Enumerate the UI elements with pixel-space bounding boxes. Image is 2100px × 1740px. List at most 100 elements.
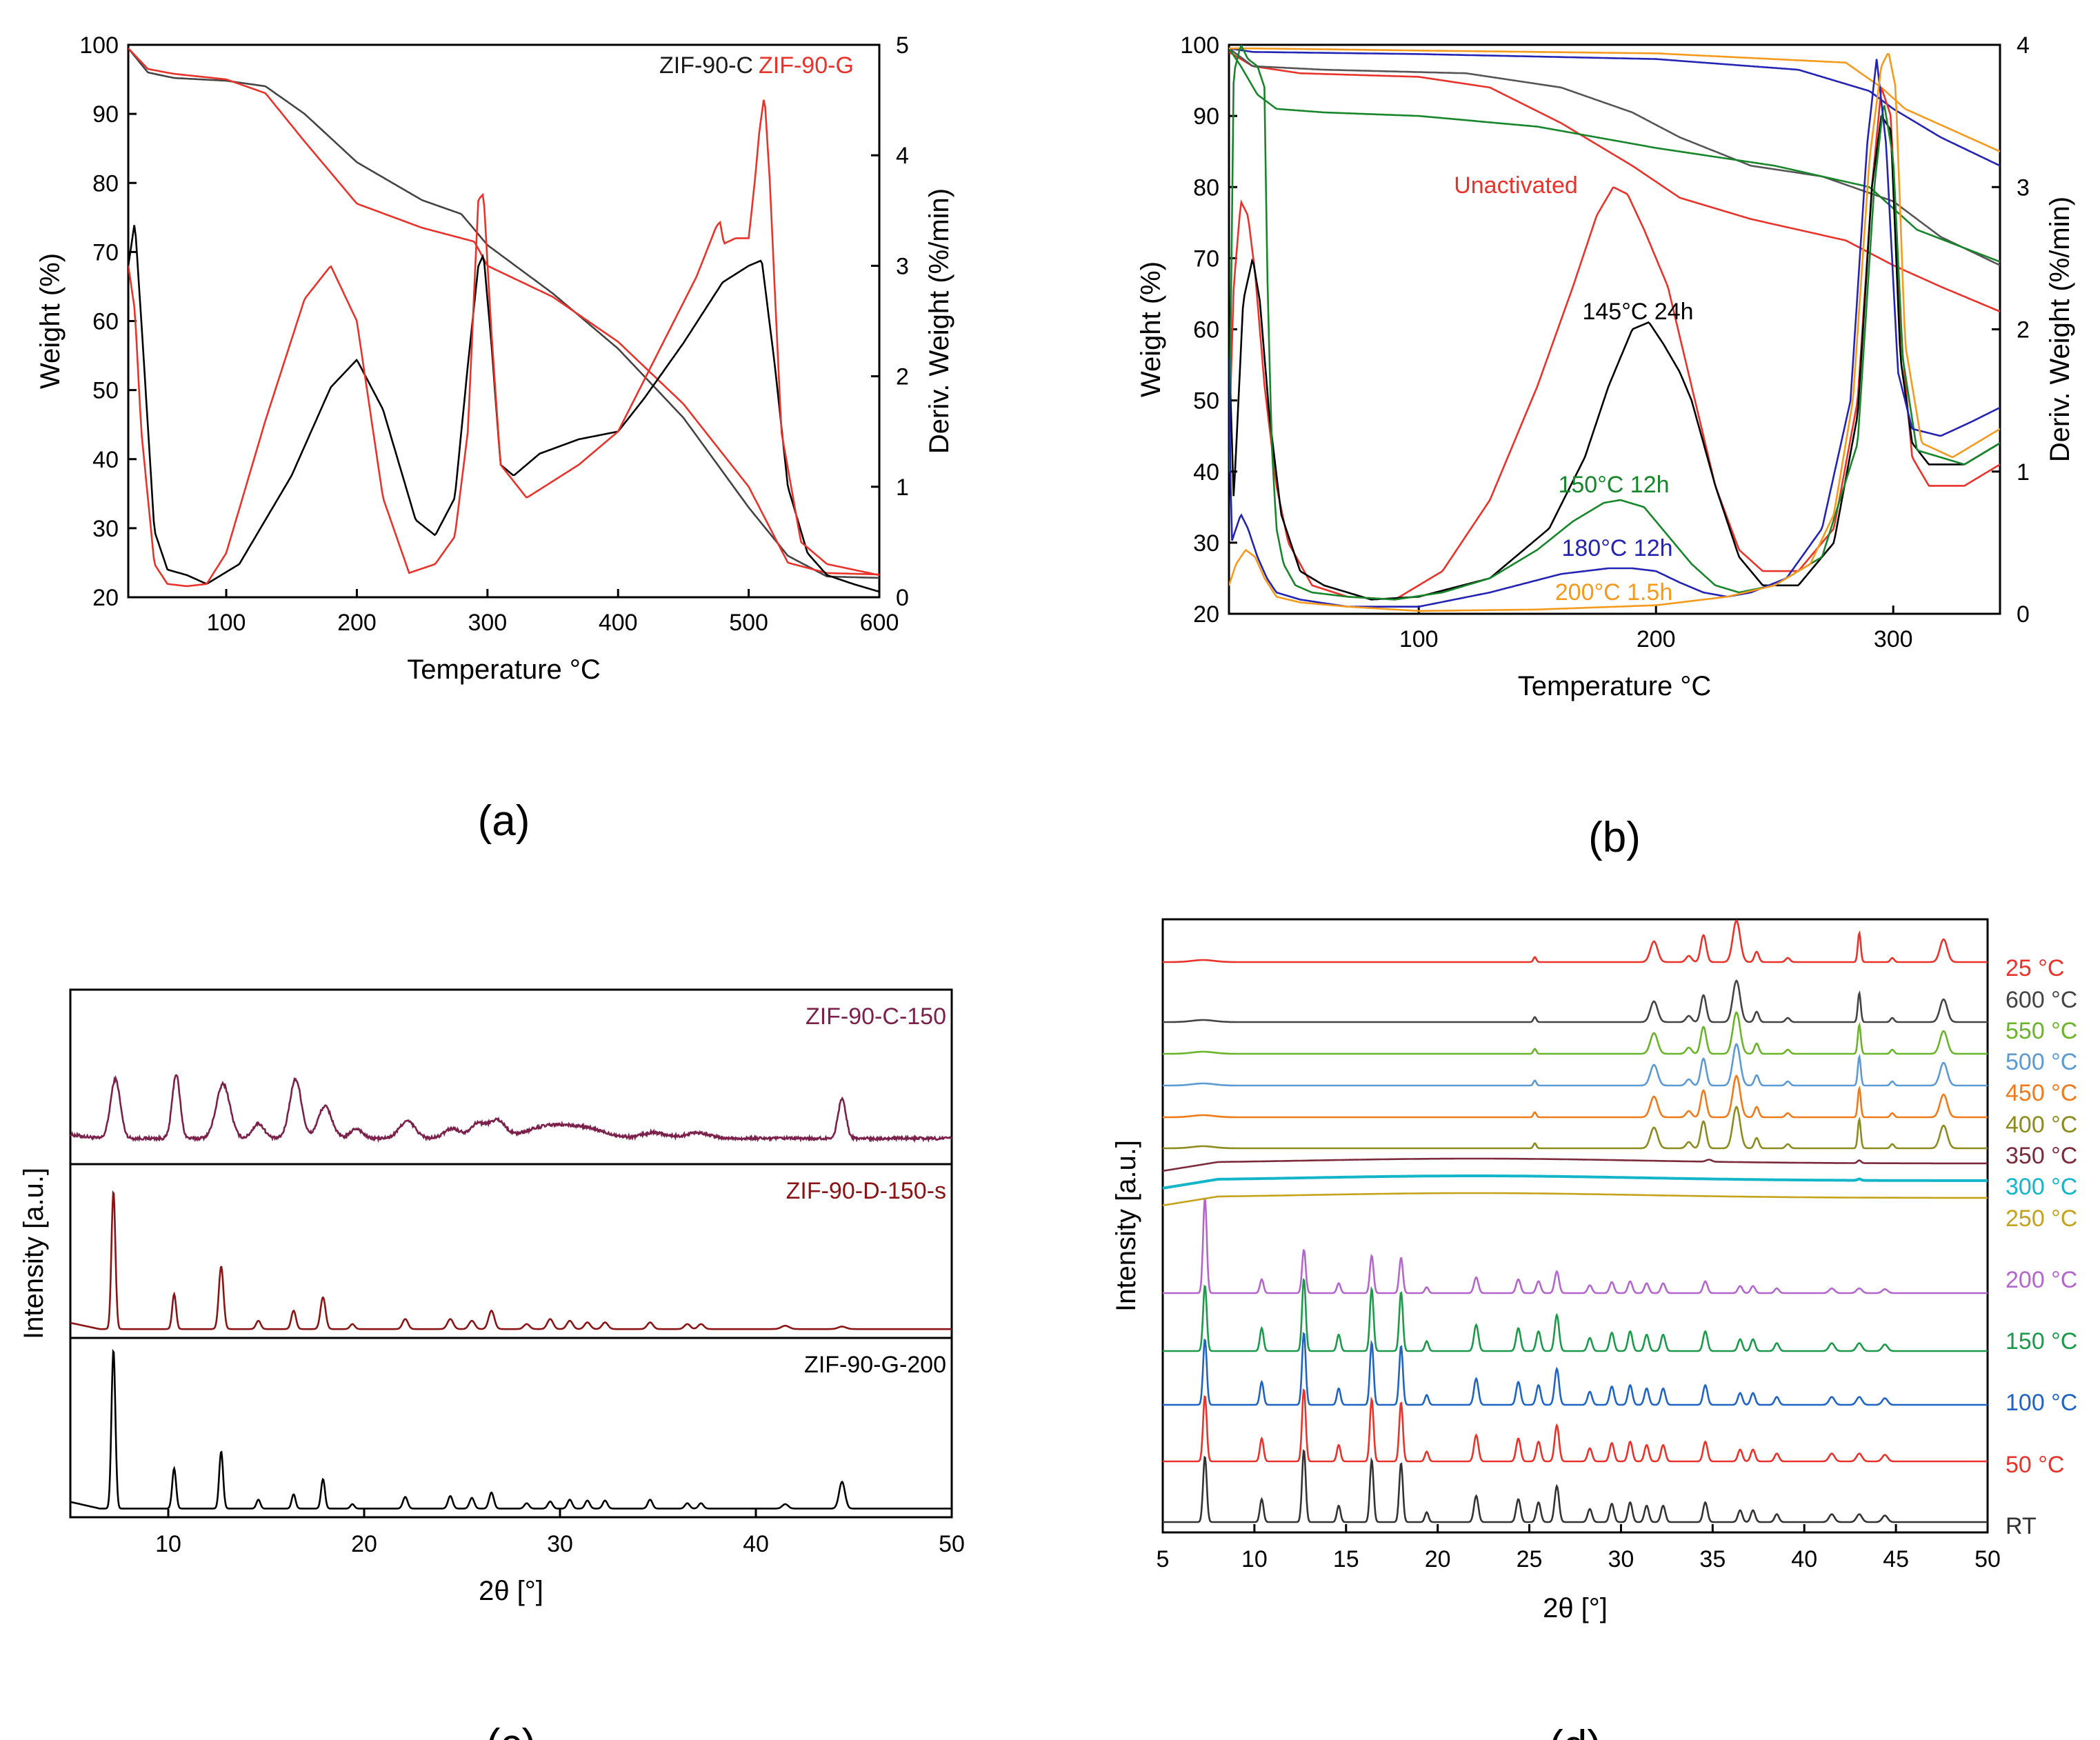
y-axis-title: Weight (%) bbox=[35, 253, 66, 389]
y-tick-label: 40 bbox=[92, 447, 119, 473]
panel-c: 10 20 30 40 50 2θ [°] Intensity [a.u.] (c) ZIF-9… bbox=[19, 988, 965, 1740]
panel-d: 5 10 15 20 25 30 35 40 45 50 2θ [°] Intensity [a.u.… bbox=[1111, 918, 2077, 1740]
x-tick-label: 15 bbox=[1333, 1546, 1359, 1572]
series-line-b-5 bbox=[1229, 86, 2000, 601]
y2-tick-label: 4 bbox=[896, 143, 909, 169]
annotation-2: 150°C 12h bbox=[1558, 472, 1669, 498]
x-tick-label: 600 bbox=[860, 610, 899, 636]
series-label-d-6: 300 °C bbox=[2006, 1174, 2077, 1200]
series-line-d-2 bbox=[1163, 1332, 1988, 1406]
y-tick-label: 80 bbox=[92, 170, 119, 197]
y-tick-label: 70 bbox=[1193, 246, 1219, 272]
series-line-d-13 bbox=[1163, 919, 1988, 963]
x-tick-label: 45 bbox=[1883, 1546, 1909, 1572]
legend-label-zif90g: ZIF-90-G bbox=[759, 52, 854, 79]
panel-label: (d) bbox=[1549, 1722, 1601, 1740]
y-axis-title: Weight (%) bbox=[1136, 261, 1166, 397]
y2-axis-title: Deriv. Weight (%/min) bbox=[2045, 197, 2075, 462]
x-tick-label: 30 bbox=[1608, 1546, 1634, 1572]
series-line-a-3 bbox=[128, 99, 879, 588]
series-label-d-7: 350 °C bbox=[2006, 1143, 2077, 1169]
panel-a: 100 200 300 400 500 600 20 30 40 50 60 70 80 90 100 0 1 2… bbox=[35, 32, 954, 845]
y2-tick-label: 3 bbox=[896, 253, 909, 279]
series-line-b-4 bbox=[1229, 47, 2000, 152]
y-tick-label: 20 bbox=[1193, 601, 1219, 628]
series-label-c-0: ZIF-90-C-150 bbox=[806, 1003, 946, 1030]
x-tick-label: 400 bbox=[599, 610, 638, 636]
y-tick-label: 60 bbox=[1193, 317, 1219, 343]
series-line-d-10 bbox=[1163, 1043, 1988, 1087]
series-line-d-9 bbox=[1163, 1074, 1988, 1119]
y2-tick-label: 1 bbox=[2017, 459, 2030, 486]
series-line-c-2 bbox=[70, 1348, 952, 1510]
annotation-0: Unactivated bbox=[1454, 172, 1578, 199]
series-line-b-3 bbox=[1229, 47, 2000, 167]
y-axis-title: Intensity [a.u.] bbox=[1111, 1140, 1141, 1312]
y2-tick-label: 5 bbox=[896, 32, 909, 59]
y-tick-label: 100 bbox=[79, 32, 119, 59]
series-line-d-1 bbox=[1163, 1388, 1988, 1463]
series-label-d-10: 500 °C bbox=[2006, 1049, 2077, 1075]
y2-tick-label: 0 bbox=[896, 585, 909, 611]
series-line-a-2 bbox=[128, 225, 879, 593]
x-tick-label: 10 bbox=[1241, 1546, 1268, 1572]
panel-label: (b) bbox=[1588, 814, 1641, 861]
y-tick-label: 20 bbox=[92, 585, 119, 611]
y-tick-label: 40 bbox=[1193, 459, 1219, 486]
series-line-d-3 bbox=[1163, 1278, 1988, 1352]
x-tick-label: 40 bbox=[743, 1531, 769, 1557]
series-line-d-7 bbox=[1162, 1157, 1988, 1172]
series-label-d-0: RT bbox=[2006, 1513, 2037, 1539]
y-axis-title: Intensity [a.u.] bbox=[19, 1168, 49, 1339]
series-line-d-6 bbox=[1162, 1174, 1988, 1190]
series-line-d-8 bbox=[1163, 1106, 1988, 1150]
x-axis-title: 2θ [°] bbox=[479, 1576, 543, 1606]
y-tick-label: 50 bbox=[92, 378, 119, 404]
series-line-a-1 bbox=[128, 48, 879, 576]
series-label-d-5: 250 °C bbox=[2006, 1206, 2077, 1232]
series-label-d-1: 50 °C bbox=[2006, 1452, 2064, 1478]
y2-tick-label: 0 bbox=[2017, 601, 2030, 628]
x-axis-title: 2θ [°] bbox=[1543, 1593, 1608, 1623]
x-tick-label: 100 bbox=[207, 610, 246, 636]
series-label-d-4: 200 °C bbox=[2006, 1267, 2077, 1293]
series-label-c-2: ZIF-90-G-200 bbox=[804, 1352, 946, 1378]
series-label-d-11: 550 °C bbox=[2006, 1018, 2077, 1044]
y2-tick-label: 1 bbox=[896, 474, 909, 501]
series-label-d-13: 25 °C bbox=[2006, 955, 2064, 981]
y-tick-label: 30 bbox=[1193, 530, 1219, 557]
y-tick-label: 80 bbox=[1193, 174, 1219, 201]
x-tick-label: 5 bbox=[1157, 1546, 1170, 1572]
series-line-c-1 bbox=[70, 1190, 952, 1330]
y-tick-label: 60 bbox=[92, 309, 119, 335]
x-tick-label: 30 bbox=[547, 1531, 573, 1557]
x-tick-label: 20 bbox=[351, 1531, 377, 1557]
x-tick-label: 50 bbox=[939, 1531, 965, 1557]
series-line-b-0 bbox=[1229, 51, 2000, 312]
plot-frame bbox=[1161, 918, 1989, 1534]
annotation-3: 180°C 12h bbox=[1561, 535, 1672, 561]
y2-tick-label: 2 bbox=[896, 364, 909, 390]
x-tick-label: 200 bbox=[1637, 626, 1676, 652]
x-tick-label: 25 bbox=[1517, 1546, 1543, 1572]
y2-tick-label: 2 bbox=[2017, 317, 2030, 343]
x-axis-title: Temperature °C bbox=[407, 654, 601, 685]
series-line-d-12 bbox=[1163, 979, 1988, 1023]
y-tick-label: 30 bbox=[92, 516, 119, 542]
x-tick-label: 35 bbox=[1699, 1546, 1726, 1572]
series-line-c-0 bbox=[69, 1074, 953, 1143]
plot-frame bbox=[69, 988, 953, 1519]
x-tick-label: 50 bbox=[1974, 1546, 2001, 1572]
series-label-d-3: 150 °C bbox=[2006, 1328, 2077, 1354]
x-tick-label: 100 bbox=[1399, 626, 1439, 652]
y-tick-label: 70 bbox=[92, 239, 119, 266]
x-tick-label: 200 bbox=[337, 610, 377, 636]
y-tick-label: 50 bbox=[1193, 388, 1219, 414]
y2-axis-title: Deriv. Weight (%/min) bbox=[924, 188, 954, 454]
y-tick-label: 90 bbox=[1193, 103, 1219, 130]
panel-b: 100 200 300 20 30 40 50 60 70 80 90 100 0 1 2 3 4 Tempera… bbox=[1136, 32, 2075, 861]
series-line-a-0 bbox=[128, 48, 879, 579]
series-line-d-0 bbox=[1163, 1449, 1988, 1523]
x-tick-label: 300 bbox=[1874, 626, 1913, 652]
series-line-b-7 bbox=[1229, 45, 2000, 601]
